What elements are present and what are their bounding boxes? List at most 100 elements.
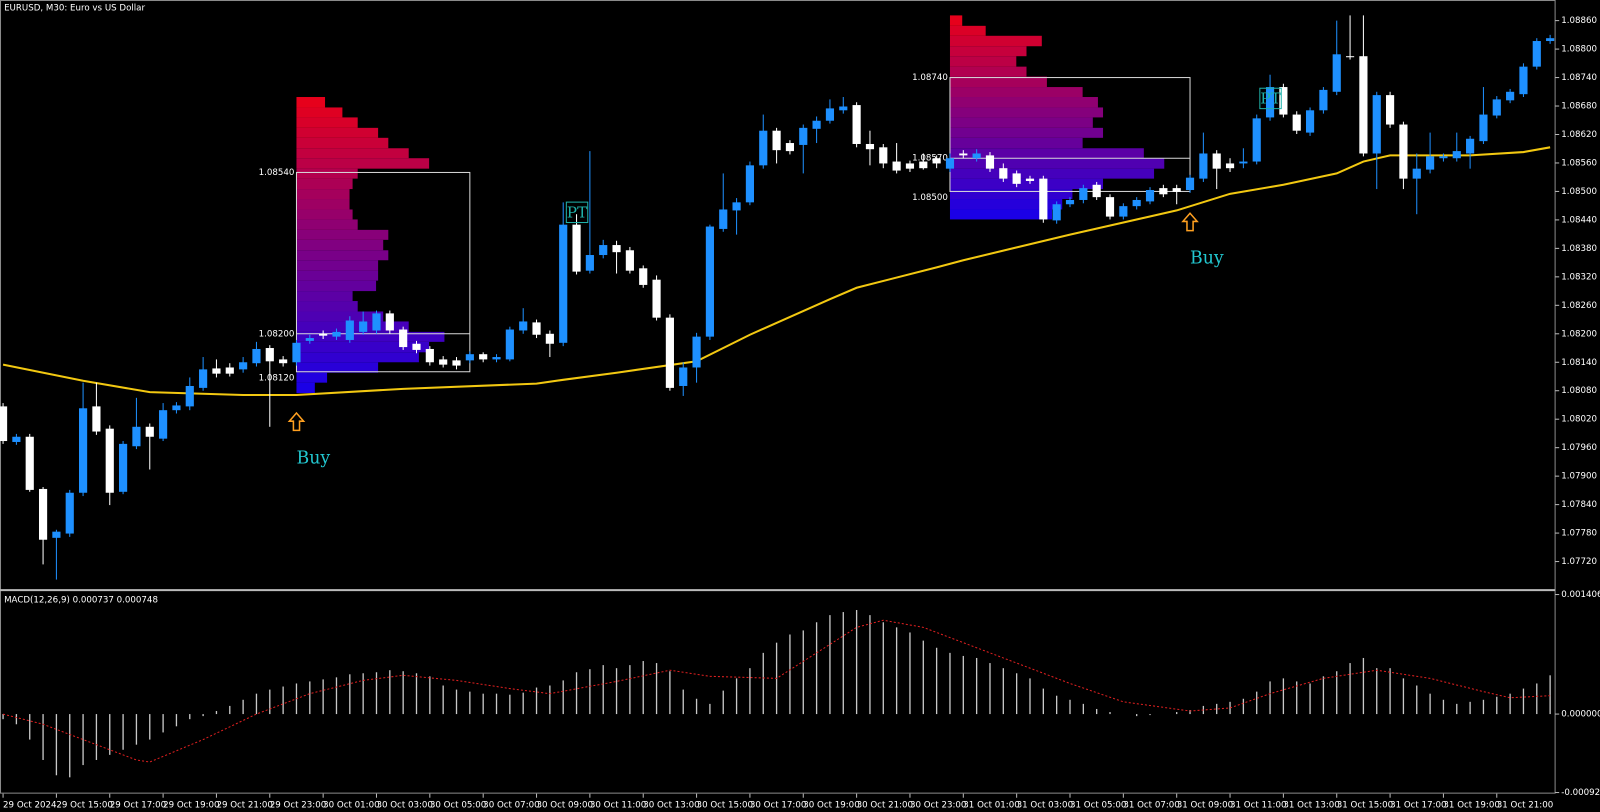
profile-row bbox=[296, 219, 358, 230]
candle-body bbox=[1159, 188, 1168, 195]
candle-body bbox=[25, 436, 34, 490]
profile-row bbox=[296, 280, 377, 292]
x-tick-label: 29 Oct 15:00 bbox=[56, 800, 112, 810]
candle-body bbox=[425, 348, 434, 363]
candle-body bbox=[292, 342, 301, 363]
candle-body bbox=[1145, 190, 1155, 202]
candle-body bbox=[532, 322, 541, 335]
candle-body bbox=[172, 405, 181, 411]
x-tick-label: 30 Oct 17:00 bbox=[750, 800, 806, 810]
x-tick-label: 31 Oct 15:00 bbox=[1337, 800, 1393, 810]
candle-body bbox=[932, 158, 941, 164]
profile-box bbox=[949, 77, 1191, 192]
profile-row bbox=[949, 148, 1144, 159]
profile-row bbox=[296, 148, 409, 159]
y-tick-label: 1.08020 bbox=[1561, 415, 1597, 425]
x-tick-label: 31 Oct 01:00 bbox=[963, 800, 1019, 810]
profile-level-label: 1.08500 bbox=[912, 193, 948, 203]
x-tick-label: 30 Oct 13:00 bbox=[643, 800, 699, 810]
candle-body bbox=[1199, 153, 1208, 179]
profile-row bbox=[296, 117, 358, 128]
candle-body bbox=[705, 226, 714, 337]
candle-body bbox=[465, 354, 474, 361]
candle-body bbox=[1172, 188, 1181, 192]
y-tick-label: 1.08440 bbox=[1561, 215, 1597, 225]
x-tick-label: 30 Oct 05:00 bbox=[430, 800, 486, 810]
x-tick-label: 31 Oct 03:00 bbox=[1017, 800, 1073, 810]
profile-row bbox=[296, 189, 350, 200]
y-tick-label: 1.07780 bbox=[1561, 529, 1597, 539]
candle-body bbox=[239, 362, 248, 370]
y-tick-label: 1.07840 bbox=[1561, 500, 1597, 510]
candle-body bbox=[319, 333, 328, 336]
candle-body bbox=[1519, 66, 1528, 95]
candle-body bbox=[825, 108, 835, 121]
profile-row bbox=[296, 382, 315, 394]
x-tick-label: 29 Oct 17:00 bbox=[110, 800, 166, 810]
candle-body bbox=[1279, 87, 1288, 115]
profile-row bbox=[296, 239, 384, 251]
profile-row bbox=[296, 209, 353, 220]
candle-body bbox=[265, 348, 274, 362]
y-tick-label: 1.08860 bbox=[1561, 16, 1597, 26]
candle-body bbox=[1305, 110, 1315, 133]
candle-body bbox=[1025, 178, 1035, 181]
profile-level-label: 1.08200 bbox=[259, 329, 295, 339]
x-tick-label: 30 Oct 01:00 bbox=[323, 800, 379, 810]
x-tick-label: 31 Oct 05:00 bbox=[1070, 800, 1126, 810]
x-tick-label: 30 Oct 03:00 bbox=[376, 800, 432, 810]
candle-body bbox=[452, 360, 461, 366]
candle-body bbox=[1399, 124, 1408, 179]
profile-row bbox=[949, 87, 1083, 98]
candle-body bbox=[1252, 118, 1261, 162]
target-label: PT bbox=[1260, 89, 1281, 107]
candle-body bbox=[439, 359, 448, 365]
candle-body bbox=[479, 354, 488, 360]
candle-body bbox=[105, 428, 114, 493]
candle-body bbox=[1132, 199, 1141, 207]
profile-row bbox=[296, 127, 379, 138]
x-tick-label: 31 Oct 17:00 bbox=[1390, 800, 1446, 810]
y-tick-label: 1.07960 bbox=[1561, 443, 1597, 453]
candle-body bbox=[919, 161, 928, 169]
candle-body bbox=[985, 155, 995, 169]
profile-row bbox=[949, 209, 1053, 220]
candle-body bbox=[159, 410, 168, 439]
profile-row bbox=[296, 352, 419, 363]
profile-row bbox=[296, 372, 328, 383]
candle-body bbox=[572, 224, 581, 272]
candle-body bbox=[119, 443, 128, 492]
profile-row bbox=[949, 137, 1083, 149]
candle-body bbox=[625, 250, 634, 271]
profile-row bbox=[949, 168, 1155, 179]
candle-body bbox=[332, 331, 341, 337]
candle-body bbox=[1412, 168, 1421, 179]
x-tick-label: 30 Oct 21:00 bbox=[857, 800, 913, 810]
candle-body bbox=[79, 408, 88, 493]
profile-row bbox=[296, 301, 358, 312]
profile-level-label: 1.08740 bbox=[912, 73, 948, 83]
candle-body bbox=[999, 168, 1008, 179]
candle-body bbox=[359, 321, 368, 332]
candle-body bbox=[492, 357, 501, 360]
x-tick-label: 29 Oct 21:00 bbox=[216, 800, 272, 810]
macd-signal bbox=[2, 619, 1551, 763]
profile-row bbox=[949, 46, 1027, 57]
candle-body bbox=[772, 130, 781, 151]
y-tick-label: 1.08140 bbox=[1561, 358, 1597, 368]
candle-body bbox=[1265, 87, 1275, 118]
candle-body bbox=[1426, 156, 1435, 170]
candle-body bbox=[519, 321, 528, 331]
candle-body bbox=[412, 343, 421, 350]
candle-body bbox=[745, 165, 754, 203]
frame bbox=[0, 0, 1556, 794]
candle-body bbox=[1225, 163, 1235, 169]
profile-row bbox=[296, 250, 389, 261]
candle-body bbox=[1492, 99, 1501, 116]
y-tick-label: 1.08320 bbox=[1561, 272, 1597, 282]
candle-body bbox=[1466, 138, 1475, 154]
candle-body bbox=[865, 143, 875, 150]
profile-row bbox=[949, 25, 986, 36]
profile-row bbox=[296, 260, 379, 271]
candle-body bbox=[1452, 151, 1461, 159]
